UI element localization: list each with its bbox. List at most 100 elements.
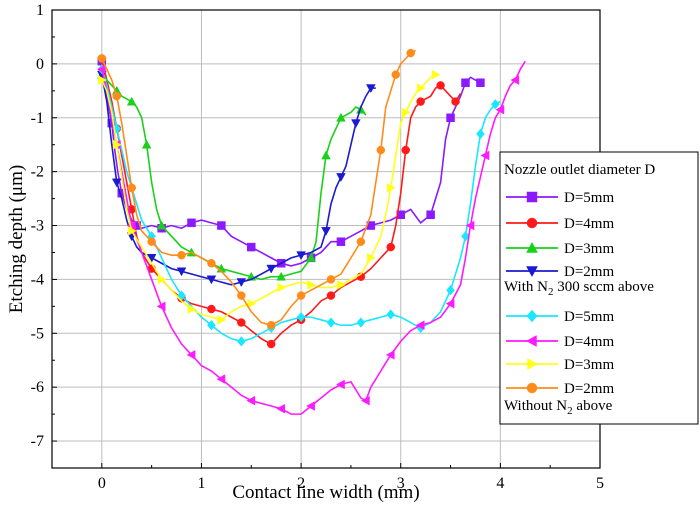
data-point: [336, 173, 346, 182]
legend-group-with-n2-suffix: 300 sccm above: [553, 279, 654, 295]
legend-entry: D=5mm: [506, 190, 614, 206]
legend-entry: D=5mm: [506, 309, 614, 325]
data-point: [356, 317, 366, 328]
legend-group-without-n2: Without N2 above: [504, 398, 613, 417]
y-tick-label: -7: [31, 433, 44, 450]
data-point: [266, 339, 276, 349]
data-point: [207, 304, 216, 314]
data-point: [296, 311, 306, 323]
series-with_n2-d-5mm: [97, 56, 485, 268]
data-point: [306, 252, 316, 262]
data-point: [386, 309, 396, 320]
legend-label: D=4mm: [564, 216, 614, 232]
legend-label: D=5mm: [564, 190, 614, 206]
data-point: [127, 183, 136, 193]
data-point: [236, 278, 247, 288]
series-without_n2-d-4mm: [96, 60, 526, 415]
data-point: [207, 320, 216, 331]
x-tick-label: 3: [397, 475, 405, 492]
data-point: [431, 69, 441, 80]
legend-label: D=3mm: [564, 241, 614, 257]
data-point: [306, 401, 315, 411]
legend-entry: D=3mm: [506, 357, 614, 373]
data-point: [157, 274, 167, 285]
data-point: [206, 275, 217, 285]
series-without_n2-d-2mm: [97, 48, 417, 330]
y-tick-label: 0: [36, 56, 44, 73]
series-line: [101, 69, 501, 343]
data-point: [96, 64, 106, 75]
data-point: [97, 54, 107, 63]
legend-entry: D=4mm: [506, 216, 614, 232]
data-point: [336, 112, 346, 122]
legend-entry: D=2mm: [506, 381, 614, 397]
legend-group-without-n2-sub: 2: [567, 405, 573, 417]
y-axis-title: Etching depth (μm): [6, 165, 27, 313]
data-point: [366, 84, 376, 94]
data-point: [246, 395, 256, 406]
data-point: [112, 91, 122, 101]
data-point: [491, 99, 500, 110]
series-line: [101, 74, 367, 281]
series-line: [101, 49, 417, 327]
data-point: [266, 320, 276, 330]
legend-marker: [526, 309, 538, 323]
y-tick-label: -1: [31, 110, 44, 127]
legend-entry: D=3mm: [506, 241, 614, 257]
data-point: [217, 315, 227, 325]
series-without_n2-d-3mm: [97, 69, 441, 325]
data-point: [436, 81, 445, 90]
data-point: [336, 237, 346, 246]
data-point: [127, 226, 137, 236]
y-tick-label: -3: [31, 218, 44, 235]
data-point: [445, 298, 455, 309]
data-point: [391, 70, 400, 79]
series-with_n2-d-3mm: [96, 69, 367, 281]
data-point: [187, 304, 197, 314]
data-point: [296, 251, 306, 261]
legend-marker: [526, 266, 538, 278]
data-point: [461, 78, 470, 87]
legend-title: Nozzle outlet diameter D: [504, 162, 655, 178]
data-point: [401, 145, 410, 155]
x-tick-label: 4: [496, 475, 504, 492]
legend-marker: [526, 217, 538, 229]
legend: Nozzle outlet diameter D With N2 300 scc…: [499, 151, 699, 425]
data-point: [416, 83, 426, 93]
data-point: [476, 128, 485, 140]
data-point: [177, 250, 186, 260]
data-point: [385, 350, 395, 360]
x-tick-label: 2: [297, 475, 305, 492]
data-point: [296, 291, 306, 300]
data-point: [326, 317, 336, 328]
data-point: [366, 253, 376, 263]
data-point: [126, 96, 137, 106]
legend-group-with-n2-sub: 2: [548, 286, 554, 298]
legend-entries: D=5mm D=4mm D=3mm D=2mm D=5mm D=4mm D=3mm D=2mm: [506, 190, 614, 397]
data-point: [277, 282, 287, 293]
data-point: [386, 242, 396, 252]
x-axis-title: Contact line width (mm): [232, 482, 419, 503]
data-point: [461, 231, 470, 242]
series-line: [101, 60, 526, 415]
data-point: [156, 220, 167, 230]
data-point: [207, 258, 216, 268]
series-without_n2-d-5mm: [97, 64, 501, 347]
data-point: [446, 284, 455, 296]
legend-marker: [526, 241, 538, 253]
legend-marker: [526, 191, 538, 203]
data-point: [321, 227, 331, 236]
data-point: [187, 218, 196, 228]
data-point: [326, 291, 336, 300]
data-point: [480, 150, 490, 161]
legend-marker: [525, 335, 537, 347]
series-with_n2-d-2mm: [96, 70, 376, 288]
x-tick-label: 0: [98, 475, 106, 492]
data-point: [336, 379, 345, 390]
data-point: [415, 320, 425, 331]
data-point: [337, 279, 346, 290]
data-point: [510, 75, 520, 85]
series-with_n2-d-4mm: [97, 54, 462, 349]
data-point: [351, 119, 361, 129]
